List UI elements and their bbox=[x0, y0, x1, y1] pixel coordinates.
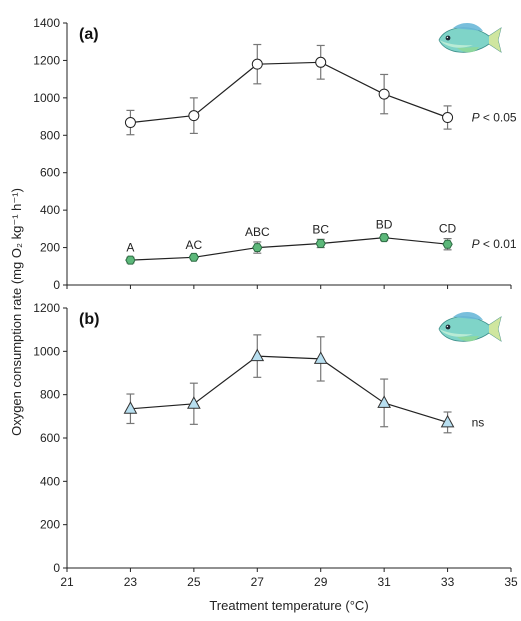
data-point bbox=[250, 348, 265, 362]
x-axis-title: Treatment temperature (°C) bbox=[209, 598, 368, 613]
x-tick-label: 25 bbox=[187, 575, 201, 589]
series: ns bbox=[123, 334, 485, 434]
data-point bbox=[315, 238, 326, 248]
series-line bbox=[130, 355, 448, 423]
data-point bbox=[124, 117, 136, 129]
data-point bbox=[188, 252, 200, 262]
point-label: BD bbox=[376, 218, 393, 232]
y-tick-label: 1000 bbox=[33, 344, 60, 358]
data-point bbox=[251, 58, 263, 70]
series: A AC ABC BC BD CD P < 0.01 bbox=[125, 218, 517, 265]
data-point bbox=[315, 56, 327, 68]
data-point bbox=[188, 110, 200, 122]
data-point bbox=[378, 88, 390, 100]
y-tick-label: 1200 bbox=[33, 53, 60, 67]
y-tick-label: 800 bbox=[40, 128, 60, 142]
x-tick-label: 23 bbox=[124, 575, 138, 589]
panel-b: 0 200 400 600 800 1000 1200 (b) ns bbox=[33, 301, 512, 575]
x-axis-ticks: 21 23 25 27 29 31 33 35 bbox=[60, 575, 518, 589]
x-tick-label: 31 bbox=[377, 575, 391, 589]
y-tick-label: 600 bbox=[40, 166, 60, 180]
panel-label: (a) bbox=[79, 26, 99, 43]
y-tick-label: 600 bbox=[40, 431, 60, 445]
y-tick-label: 0 bbox=[53, 278, 60, 292]
x-tick-label: 29 bbox=[314, 575, 328, 589]
significance-label: ns bbox=[472, 415, 485, 429]
series-line bbox=[130, 61, 448, 124]
y-tick-label: 1400 bbox=[33, 16, 60, 30]
data-point bbox=[187, 396, 201, 409]
point-label: ABC bbox=[245, 225, 270, 239]
significance-label: P < 0.01 bbox=[472, 237, 517, 251]
data-point bbox=[440, 414, 455, 428]
x-tick-label: 27 bbox=[251, 575, 265, 589]
panel-label: (b) bbox=[79, 311, 99, 328]
y-tick-label: 200 bbox=[40, 518, 60, 532]
y-axis-title: Oxygen consumption rate (mg O₂ kg⁻¹ h⁻¹) bbox=[9, 188, 24, 436]
y-tick-label: 800 bbox=[40, 388, 60, 402]
x-tick-label: 21 bbox=[60, 575, 74, 589]
fish-icon bbox=[438, 311, 502, 342]
fish-icon bbox=[438, 22, 502, 53]
point-label: BC bbox=[312, 222, 329, 236]
y-tick-label: 200 bbox=[40, 241, 60, 255]
y-tick-label: 1200 bbox=[33, 301, 60, 315]
fish-shape bbox=[438, 22, 502, 53]
significance-label: P < 0.05 bbox=[472, 111, 517, 125]
data-point bbox=[442, 239, 453, 249]
series: P < 0.05 bbox=[124, 43, 517, 136]
y-tick-label: 1000 bbox=[33, 91, 60, 105]
data-point bbox=[442, 112, 454, 124]
y-tick-label: 400 bbox=[40, 203, 60, 217]
fish-shape bbox=[438, 311, 502, 342]
x-tick-label: 35 bbox=[504, 575, 518, 589]
data-point bbox=[377, 395, 391, 408]
point-label: AC bbox=[186, 238, 203, 252]
x-tick-label: 33 bbox=[441, 575, 455, 589]
y-tick-label: 400 bbox=[40, 474, 60, 488]
data-point bbox=[378, 233, 390, 243]
data-point bbox=[125, 255, 136, 265]
data-point bbox=[313, 351, 328, 364]
series-line bbox=[130, 237, 448, 261]
point-label: A bbox=[126, 240, 134, 254]
data-point bbox=[252, 243, 263, 253]
data-point bbox=[123, 401, 138, 414]
point-label: CD bbox=[439, 222, 457, 236]
y-tick-label: 0 bbox=[53, 561, 60, 575]
